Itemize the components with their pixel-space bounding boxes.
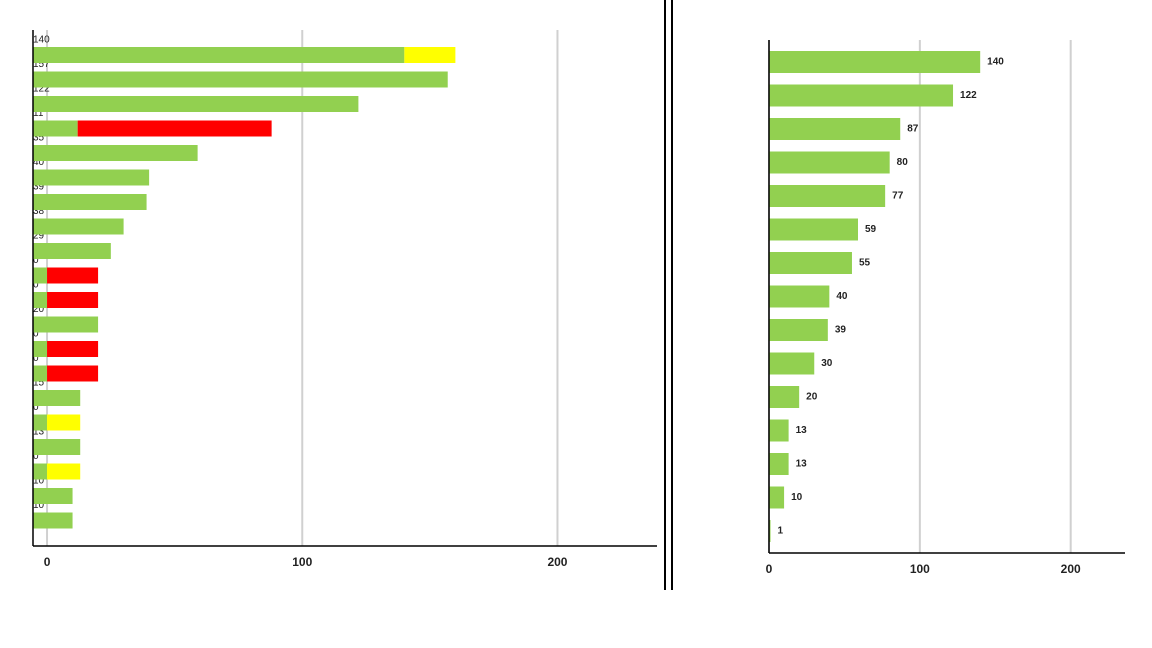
bar-segment	[33, 316, 99, 333]
bar-segment	[33, 365, 48, 382]
category-label: 0	[33, 402, 39, 413]
x-tick-label: 200	[1061, 562, 1081, 576]
value-label: 55	[859, 258, 871, 269]
category-label: 15	[33, 377, 45, 388]
bar-segment	[77, 120, 272, 137]
value-label: 1	[778, 526, 784, 537]
bar	[769, 486, 785, 509]
bar-segment	[33, 488, 73, 504]
bar-segment	[33, 414, 48, 431]
bar-segment	[33, 463, 48, 480]
x-tick-label: 0	[44, 555, 51, 569]
x-tick-label: 100	[292, 555, 312, 569]
x-tick-label: 200	[547, 555, 567, 569]
category-label: 122	[33, 83, 50, 94]
bar	[769, 386, 800, 408]
value-label: 80	[897, 157, 909, 168]
bar-segment	[33, 194, 147, 210]
bar	[769, 185, 886, 207]
bar	[769, 352, 815, 375]
value-label: 39	[835, 325, 847, 336]
bar-segment	[33, 292, 48, 308]
bar	[769, 84, 954, 107]
value-label: 30	[821, 358, 833, 369]
category-label: 29	[33, 230, 45, 241]
bar	[769, 520, 771, 542]
bar-segment	[33, 120, 78, 137]
bar-segment	[33, 47, 405, 63]
value-label: 20	[806, 392, 818, 403]
bar	[769, 218, 858, 241]
bar-segment	[33, 439, 81, 455]
category-label: 0	[33, 328, 39, 339]
value-label: 40	[836, 291, 848, 302]
bar-segment	[47, 414, 81, 431]
category-label: 157	[33, 59, 50, 70]
category-label: 20	[33, 304, 45, 315]
bar-segment	[33, 390, 81, 406]
bar-segment	[33, 96, 359, 112]
bar-segment	[47, 365, 99, 382]
value-label: 122	[960, 90, 977, 101]
value-label: 87	[907, 124, 919, 135]
category-label: 0	[33, 451, 39, 462]
bar-segment	[404, 47, 456, 63]
bar	[769, 453, 789, 475]
bar-segment	[47, 463, 81, 480]
bar	[769, 419, 789, 442]
category-label: 39	[33, 181, 45, 192]
value-label: 10	[791, 492, 803, 503]
value-label: 140	[987, 57, 1004, 68]
value-label: 77	[892, 191, 904, 202]
x-tick-label: 100	[910, 562, 930, 576]
bar	[769, 252, 852, 274]
bar-segment	[33, 243, 111, 259]
bar	[769, 51, 981, 73]
bar-segment	[33, 267, 48, 284]
category-label: 140	[33, 34, 50, 45]
category-label: 38	[33, 206, 45, 217]
category-label: 0	[33, 255, 39, 266]
bar	[769, 151, 890, 174]
bar-segment	[33, 218, 124, 235]
bar	[769, 319, 828, 341]
category-label: 10	[33, 500, 45, 511]
category-label: 11	[33, 108, 44, 119]
category-label: 0	[33, 279, 39, 290]
bar-segment	[33, 71, 448, 88]
value-label: 13	[796, 425, 808, 436]
bar-segment	[33, 169, 150, 186]
x-tick-label: 0	[766, 562, 773, 576]
bar-segment	[47, 341, 99, 357]
bar-segment	[47, 267, 99, 284]
bar-segment	[33, 145, 198, 161]
bar-segment	[33, 341, 48, 357]
category-label: 40	[33, 157, 45, 168]
bar	[769, 285, 830, 308]
category-label: 13	[33, 426, 45, 437]
category-label: 35	[33, 132, 45, 143]
category-label: 10	[33, 475, 45, 486]
value-label: 13	[796, 459, 808, 470]
bar-segment	[33, 512, 73, 529]
bar	[769, 118, 901, 140]
value-label: 59	[865, 224, 877, 235]
category-label: 0	[33, 353, 39, 364]
bar-segment	[47, 292, 99, 308]
